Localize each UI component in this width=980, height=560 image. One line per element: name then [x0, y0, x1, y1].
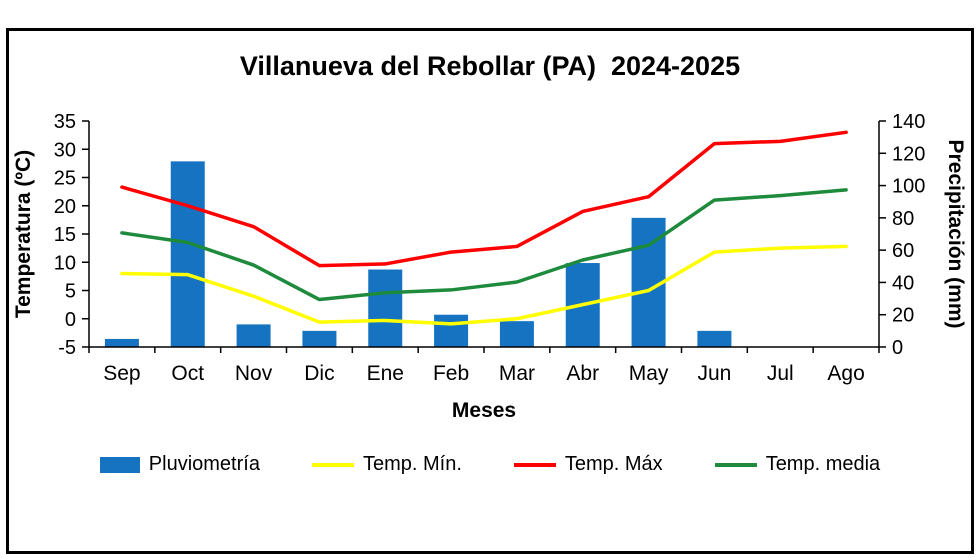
bar-Nov [236, 324, 271, 347]
chart-title: Villanueva del Rebollar (PA) 2024-2025 [239, 51, 741, 81]
svg-text:0: 0 [892, 337, 903, 359]
axes [82, 120, 886, 353]
svg-text:5: 5 [65, 281, 76, 303]
legend-swatch-temp-max [513, 462, 556, 467]
svg-text:15: 15 [54, 224, 76, 246]
legend-label-temp-media: Temp. media [765, 453, 881, 475]
svg-text:Mar: Mar [499, 362, 535, 385]
svg-text:35: 35 [54, 111, 76, 133]
svg-text:May: May [629, 362, 669, 385]
svg-text:Jun: Jun [697, 362, 731, 385]
legend-swatch-temp-media [714, 462, 757, 467]
svg-text:Feb: Feb [433, 362, 469, 385]
svg-text:20: 20 [54, 196, 76, 218]
svg-text:-5: -5 [58, 337, 76, 359]
line-temp-media [120, 188, 848, 302]
bar-Dic [302, 330, 337, 347]
legend-item-temp-media: Temp. media [714, 453, 881, 476]
bar-Sep [104, 338, 139, 347]
bar-Ene [368, 269, 403, 347]
svg-text:25: 25 [54, 168, 76, 190]
svg-text:Sep: Sep [103, 362, 140, 385]
x-axis-label: Meses [452, 399, 516, 422]
svg-text:Nov: Nov [235, 362, 273, 385]
y-axis-label-right: Precipitación (mm) [944, 139, 967, 328]
line-temp-max [120, 130, 848, 268]
svg-text:120: 120 [892, 143, 925, 165]
svg-text:20: 20 [892, 305, 914, 327]
line-temp-min [120, 244, 848, 326]
legend-label-temp-min: Temp. Mín. [362, 453, 462, 475]
legend-item-temp-min: Temp. Mín. [311, 453, 462, 476]
svg-text:Ene: Ene [367, 362, 404, 385]
svg-text:40: 40 [892, 272, 914, 294]
legend-label-pluviometria: Pluviometría [148, 453, 260, 475]
bar-Oct [170, 161, 205, 347]
bar-Jun [697, 330, 732, 347]
svg-text:Oct: Oct [171, 362, 204, 385]
tick-labels: -5 0 5 10 15 20 25 30 35 0 20 40 60 80 100 120 140 Sep Oct… [54, 111, 926, 385]
chart-frame: Villanueva del Rebollar (PA) 2024-2025 -… [6, 28, 974, 554]
svg-text:Dic: Dic [304, 362, 334, 385]
svg-text:80: 80 [892, 208, 914, 230]
chart-legend: Pluviometría Temp. Mín. Temp. Máx Temp. med… [9, 453, 971, 476]
legend-swatch-temp-min [311, 462, 354, 467]
svg-text:Ago: Ago [827, 362, 864, 385]
bars-pluviometria [104, 161, 732, 347]
legend-item-temp-max: Temp. Máx [513, 453, 663, 476]
bar-Mar [499, 321, 534, 347]
y-axis-label-left: Temperatura (ºC) [12, 150, 35, 318]
svg-text:60: 60 [892, 240, 914, 262]
legend-item-pluviometria: Pluviometría [99, 453, 260, 476]
svg-text:0: 0 [65, 309, 76, 331]
legend-label-temp-max: Temp. Máx [564, 453, 663, 475]
svg-text:30: 30 [54, 139, 76, 161]
svg-text:100: 100 [892, 176, 925, 198]
svg-text:Abr: Abr [566, 362, 599, 385]
svg-text:140: 140 [892, 111, 925, 133]
chart-svg: -5 0 5 10 15 20 25 30 35 0 20 40 60 80 100 120 140 Sep Oct… [12, 111, 967, 422]
legend-swatch-pluviometria [99, 456, 140, 473]
svg-text:Jul: Jul [767, 362, 794, 385]
svg-text:10: 10 [54, 252, 76, 274]
bar-Feb [434, 314, 469, 347]
